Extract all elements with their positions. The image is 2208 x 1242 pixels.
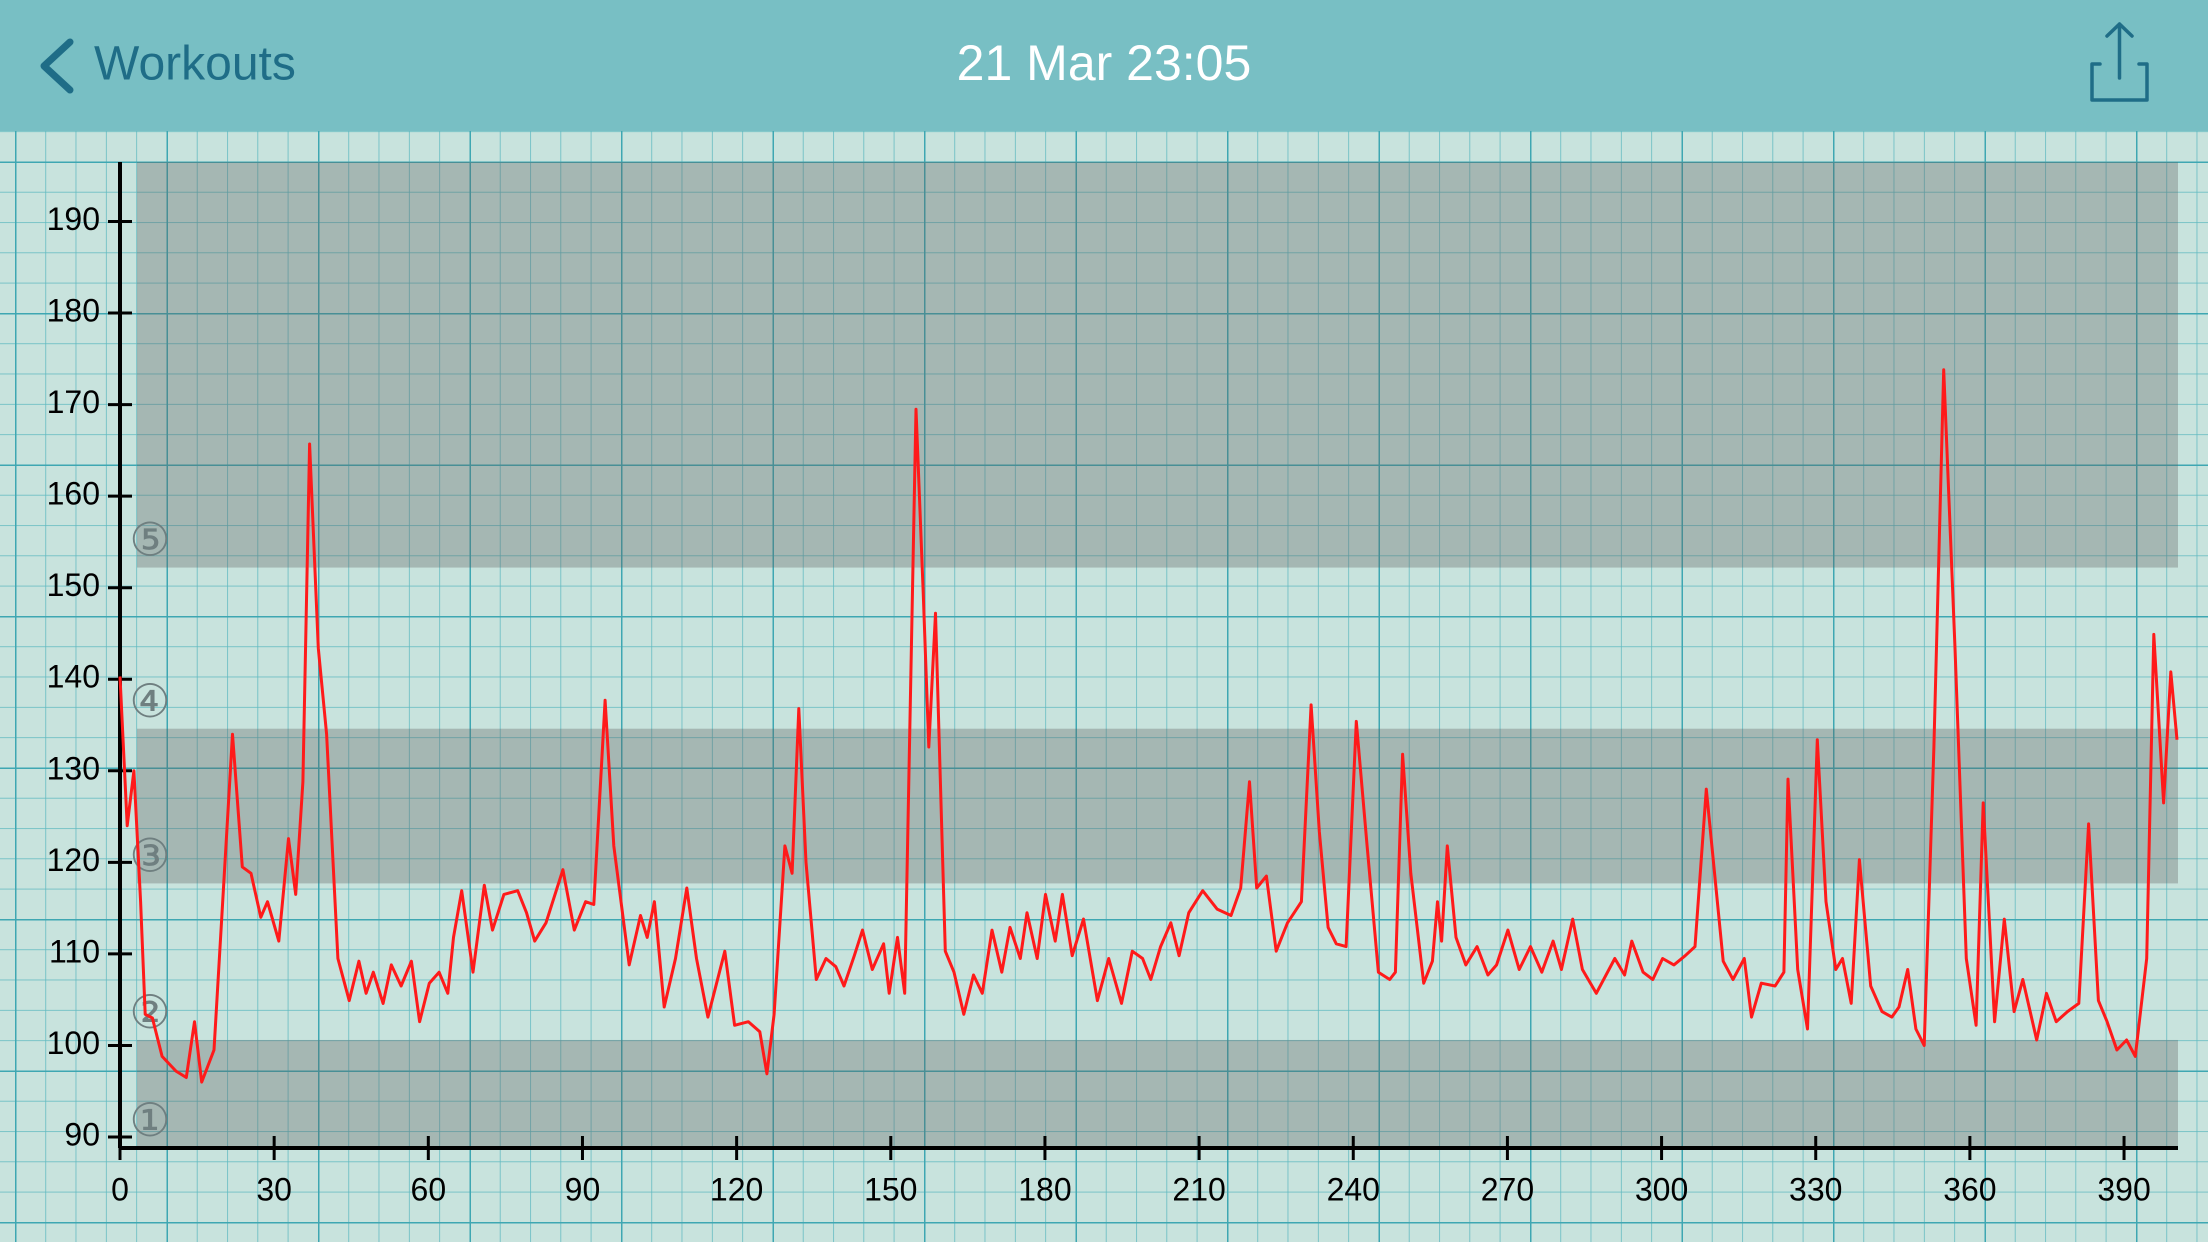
zone-band xyxy=(137,162,2178,568)
x-tick-label: 300 xyxy=(1635,1171,1688,1207)
x-tick-label: 390 xyxy=(2097,1171,2150,1207)
x-tick-label: 180 xyxy=(1018,1171,1071,1207)
y-tick-label: 110 xyxy=(49,933,100,969)
y-tick-label: 170 xyxy=(47,384,100,420)
y-tick-label: 140 xyxy=(47,659,100,695)
x-tick-label: 240 xyxy=(1327,1171,1380,1207)
y-tick-label: 160 xyxy=(47,476,100,512)
plot: ① ② ③ ④ ⑤ 90 100 110 120 130 140 150 160 170 180 190 0 30… xyxy=(47,162,2179,1207)
y-tick-label: 120 xyxy=(47,842,100,878)
back-button[interactable]: Workouts xyxy=(40,38,296,94)
x-tick-label: 0 xyxy=(111,1171,129,1207)
heart-rate-line xyxy=(118,368,2179,1084)
x-tick-label: 330 xyxy=(1789,1171,1842,1207)
x-tick-label: 30 xyxy=(256,1171,292,1207)
x-tick-label: 210 xyxy=(1172,1171,1225,1207)
back-label[interactable]: Workouts xyxy=(94,38,296,91)
y-tick-label: 150 xyxy=(47,567,100,603)
nav-bar xyxy=(0,0,2208,131)
zone-label: ⑤ xyxy=(129,514,170,566)
zone-label: ② xyxy=(129,986,170,1038)
y-tick-label: 130 xyxy=(47,750,100,786)
y-tick-label: 100 xyxy=(47,1025,100,1061)
y-tick-label: 90 xyxy=(64,1116,100,1152)
share-arrow[interactable] xyxy=(2105,22,2134,80)
zone-label: ③ xyxy=(129,830,170,882)
x-tick-label: 60 xyxy=(411,1171,447,1207)
x-tick-label: 270 xyxy=(1481,1171,1534,1207)
back-chevron[interactable] xyxy=(40,38,74,94)
share-box[interactable] xyxy=(2090,62,2149,102)
x-tick-label: 90 xyxy=(565,1171,601,1207)
x-tick-label: 120 xyxy=(710,1171,763,1207)
major-grid xyxy=(0,131,2208,1242)
zone-label: ④ xyxy=(129,675,170,727)
zone-band xyxy=(137,728,2178,884)
zone-band xyxy=(137,1039,2178,1148)
x-tick-label: 150 xyxy=(864,1171,917,1207)
y-tick-label: 180 xyxy=(47,293,100,329)
zone-label: ① xyxy=(129,1094,170,1146)
y-tick-label: 190 xyxy=(47,201,100,237)
x-tick-label: 360 xyxy=(1943,1171,1996,1207)
nav-title: 21 Mar 23:05 xyxy=(957,35,1252,91)
share-button[interactable] xyxy=(2090,22,2149,102)
